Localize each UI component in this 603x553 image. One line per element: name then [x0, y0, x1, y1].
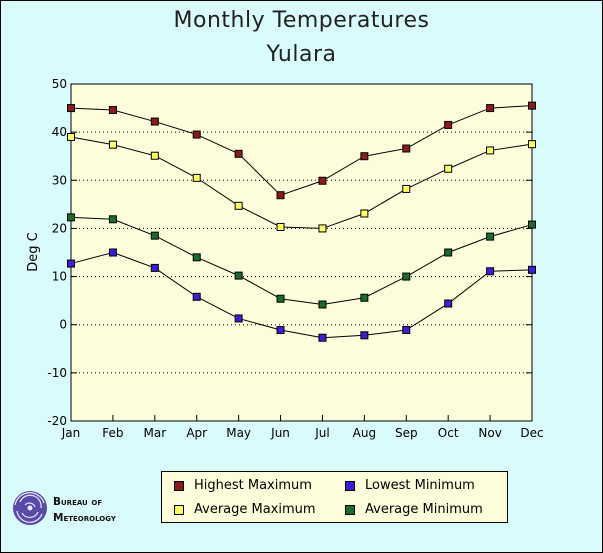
legend-label: Lowest Minimum	[365, 478, 475, 493]
chart-title: Monthly Temperatures	[173, 8, 430, 33]
data-point-highest-maximum	[192, 130, 201, 139]
data-point-average-maximum	[528, 140, 536, 149]
legend-label: Average Minimum	[365, 502, 483, 517]
data-point-average-maximum	[318, 224, 327, 233]
data-point-highest-maximum	[150, 117, 159, 126]
legend-item: Lowest Minimum	[345, 478, 475, 493]
y-tick-label: 20	[52, 221, 67, 235]
y-tick-label: 40	[52, 125, 67, 139]
x-tick-label: Dec	[520, 426, 543, 440]
data-point-lowest-minimum	[528, 265, 536, 274]
data-point-average-minimum	[234, 271, 243, 280]
axes: -20 -10 0 10 20 30 40 50 Jan Feb Mar Apr May Jun Jul Au…	[47, 77, 543, 440]
x-tick-label: Jul	[314, 426, 329, 440]
data-point-average-minimum	[108, 215, 117, 224]
legend: Highest Maximum Lowest Minimum Average M…	[161, 471, 508, 523]
x-tick-label: Apr	[186, 426, 207, 440]
data-point-average-maximum	[234, 201, 243, 210]
x-tick-label: Aug	[353, 426, 376, 440]
data-point-lowest-minimum	[486, 267, 495, 276]
y-tick-label: 0	[59, 318, 67, 332]
x-tick-label: Jun	[270, 426, 290, 440]
logo-text-line2: Meteorology	[53, 512, 117, 524]
series	[67, 101, 536, 342]
data-point-average-maximum	[150, 151, 159, 160]
data-point-lowest-minimum	[108, 248, 117, 257]
data-point-highest-maximum	[67, 104, 75, 113]
data-point-highest-maximum	[486, 104, 495, 113]
legend-label: Average Maximum	[194, 502, 316, 517]
data-point-highest-maximum	[360, 152, 369, 161]
data-point-average-maximum	[360, 209, 369, 218]
y-tick-label: 50	[52, 77, 67, 91]
x-tick-label: May	[226, 426, 251, 440]
data-point-lowest-minimum	[360, 331, 369, 340]
data-point-highest-maximum	[402, 144, 411, 153]
legend-item: Average Maximum	[174, 502, 316, 517]
data-point-average-maximum	[67, 132, 75, 141]
legend-swatch-average-maximum	[174, 504, 184, 515]
x-tick-label: Oct	[438, 426, 459, 440]
data-point-highest-maximum	[234, 149, 243, 158]
data-point-average-maximum	[402, 184, 411, 193]
data-point-average-minimum	[67, 213, 75, 222]
data-point-lowest-minimum	[234, 314, 243, 323]
data-point-lowest-minimum	[150, 263, 159, 272]
data-point-average-minimum	[192, 253, 201, 262]
data-point-average-minimum	[360, 293, 369, 302]
data-point-average-minimum	[150, 231, 159, 240]
chart-subtitle: Yulara	[266, 42, 337, 67]
bureau-of-meteorology-logo: Bureau of Meteorology	[13, 491, 117, 525]
x-tick-label: Mar	[143, 426, 166, 440]
x-tick-label: Nov	[478, 426, 501, 440]
y-tick-label: -20	[47, 414, 67, 428]
data-point-lowest-minimum	[318, 333, 327, 342]
series-line-average-maximum	[70, 136, 533, 229]
x-tick-label: Sep	[395, 426, 418, 440]
gridlines	[71, 131, 532, 374]
data-point-average-maximum	[486, 146, 495, 155]
series-line-average-minimum	[70, 216, 533, 305]
data-point-average-minimum	[318, 300, 327, 309]
data-point-average-maximum	[192, 173, 201, 182]
data-point-average-minimum	[486, 232, 495, 241]
data-point-highest-maximum	[108, 105, 117, 114]
data-point-average-maximum	[444, 164, 453, 173]
legend-item: Average Minimum	[345, 502, 483, 517]
data-point-highest-maximum	[528, 101, 536, 110]
y-axis-label: Deg C	[26, 232, 41, 271]
data-point-average-maximum	[108, 140, 117, 149]
data-point-lowest-minimum	[444, 299, 453, 308]
x-tick-label: Jan	[61, 426, 81, 440]
data-point-average-minimum	[276, 294, 285, 303]
legend-label: Highest Maximum	[194, 478, 312, 493]
data-point-highest-maximum	[276, 191, 285, 200]
data-point-lowest-minimum	[67, 259, 75, 268]
logo-text-line1: Bureau of	[53, 496, 102, 508]
y-tick-label: 10	[52, 270, 67, 284]
data-point-average-minimum	[444, 248, 453, 257]
series-line-highest-maximum	[70, 105, 533, 196]
legend-swatch-lowest-minimum	[345, 480, 355, 491]
plot-area	[70, 83, 533, 422]
y-tick-label: -10	[47, 366, 67, 380]
legend-swatch-highest-maximum	[174, 480, 184, 491]
bom-swirl-icon	[13, 491, 47, 525]
y-tick-label: 30	[52, 173, 67, 187]
data-point-highest-maximum	[444, 120, 453, 129]
data-point-highest-maximum	[318, 176, 327, 185]
data-point-lowest-minimum	[192, 292, 201, 301]
data-point-average-minimum	[528, 220, 536, 229]
data-point-lowest-minimum	[276, 326, 285, 335]
data-point-average-maximum	[276, 222, 285, 231]
data-point-lowest-minimum	[402, 326, 411, 335]
x-tick-label: Feb	[102, 426, 123, 440]
data-point-average-minimum	[402, 272, 411, 281]
legend-swatch-average-minimum	[345, 504, 355, 515]
legend-item: Highest Maximum	[174, 478, 312, 493]
series-line-lowest-minimum	[70, 251, 533, 339]
